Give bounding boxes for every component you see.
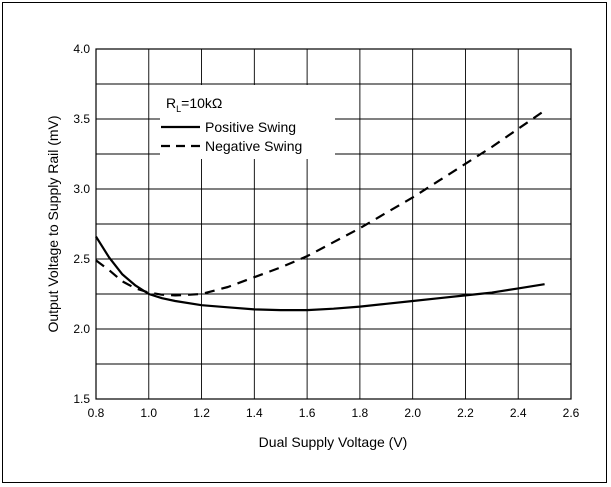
x-axis-title: Dual Supply Voltage (V) xyxy=(259,434,408,450)
chart-frame: 0.8 1.0 1.2 1.4 1.6 1.8 2.0 2.2 2.4 2.6 1.5 2.0 2.5… xyxy=(2,2,607,483)
y-tick-label: 1.5 xyxy=(73,392,90,406)
x-tick-label: 2.2 xyxy=(457,406,474,420)
y-axis-title: Output Voltage to Supply Rail (mV) xyxy=(45,115,61,332)
legend-title-main: R xyxy=(166,95,176,111)
y-tick-label: 4.0 xyxy=(73,42,90,56)
legend-label-positive: Positive Swing xyxy=(205,119,296,135)
x-tick-label: 2.6 xyxy=(563,406,580,420)
x-tick-label: 1.6 xyxy=(299,406,316,420)
x-tick-label: 1.0 xyxy=(140,406,157,420)
x-tick-labels: 0.8 1.0 1.2 1.4 1.6 1.8 2.0 2.2 2.4 2.6 xyxy=(88,406,580,420)
x-tick-label: 2.0 xyxy=(404,406,421,420)
x-tick-label: 2.4 xyxy=(510,406,527,420)
y-tick-label: 3.0 xyxy=(73,182,90,196)
legend-label-negative: Negative Swing xyxy=(205,138,302,154)
y-tick-label: 2.5 xyxy=(73,252,90,266)
x-tick-label: 1.4 xyxy=(246,406,263,420)
chart-svg: 0.8 1.0 1.2 1.4 1.6 1.8 2.0 2.2 2.4 2.6 1.5 2.0 2.5… xyxy=(3,3,608,484)
x-tick-label: 1.2 xyxy=(193,406,210,420)
legend-title-rest: =10kΩ xyxy=(181,95,222,111)
x-tick-label: 0.8 xyxy=(88,406,105,420)
y-tick-label: 2.0 xyxy=(73,322,90,336)
y-tick-labels: 1.5 2.0 2.5 3.0 3.5 4.0 xyxy=(73,42,90,406)
x-tick-label: 1.8 xyxy=(352,406,369,420)
y-tick-label: 3.5 xyxy=(73,112,90,126)
